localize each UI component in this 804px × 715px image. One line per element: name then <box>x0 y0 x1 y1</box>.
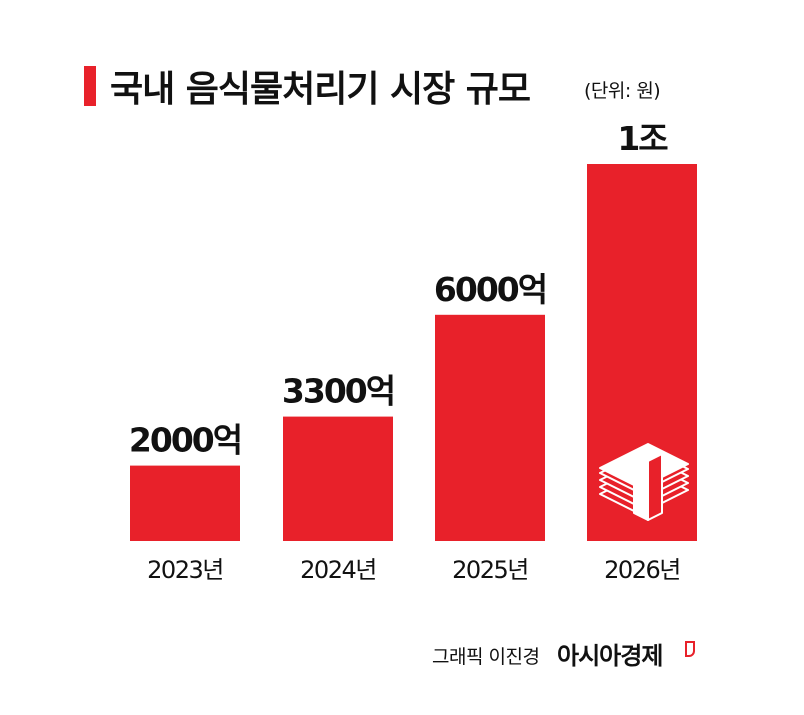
unit-label: (단위: 원) <box>584 80 661 102</box>
x-tick-labels-group: 2023년 2024년 2025년 2026년 <box>147 556 681 584</box>
title-accent-bar <box>84 66 96 106</box>
x-tick-2025년: 2025년 <box>452 556 528 584</box>
data-label-2026년: 1조 <box>617 119 668 158</box>
data-label-2025년: 6000억 <box>434 270 546 309</box>
x-tick-2023년: 2023년 <box>147 556 223 584</box>
bar-2023년 <box>130 465 240 541</box>
data-label-2024년: 3300억 <box>282 372 394 411</box>
x-tick-2026년: 2026년 <box>604 556 680 584</box>
bar-2025년 <box>435 314 545 541</box>
graphic-credit: 그래픽 이진경 <box>432 646 540 668</box>
data-labels-group: 2000억 3300억 6000억 1조 <box>129 119 670 460</box>
data-label-2023년: 2000억 <box>129 421 241 460</box>
x-tick-2024년: 2024년 <box>300 556 376 584</box>
brand-mark-icon <box>685 641 695 657</box>
chart-title: 국내 음식물처리기 시장 규모 <box>110 69 531 110</box>
brand-logo-text: 아시아경제 <box>557 642 663 670</box>
money-stack-icon <box>599 443 689 521</box>
bar-2024년 <box>283 416 393 541</box>
